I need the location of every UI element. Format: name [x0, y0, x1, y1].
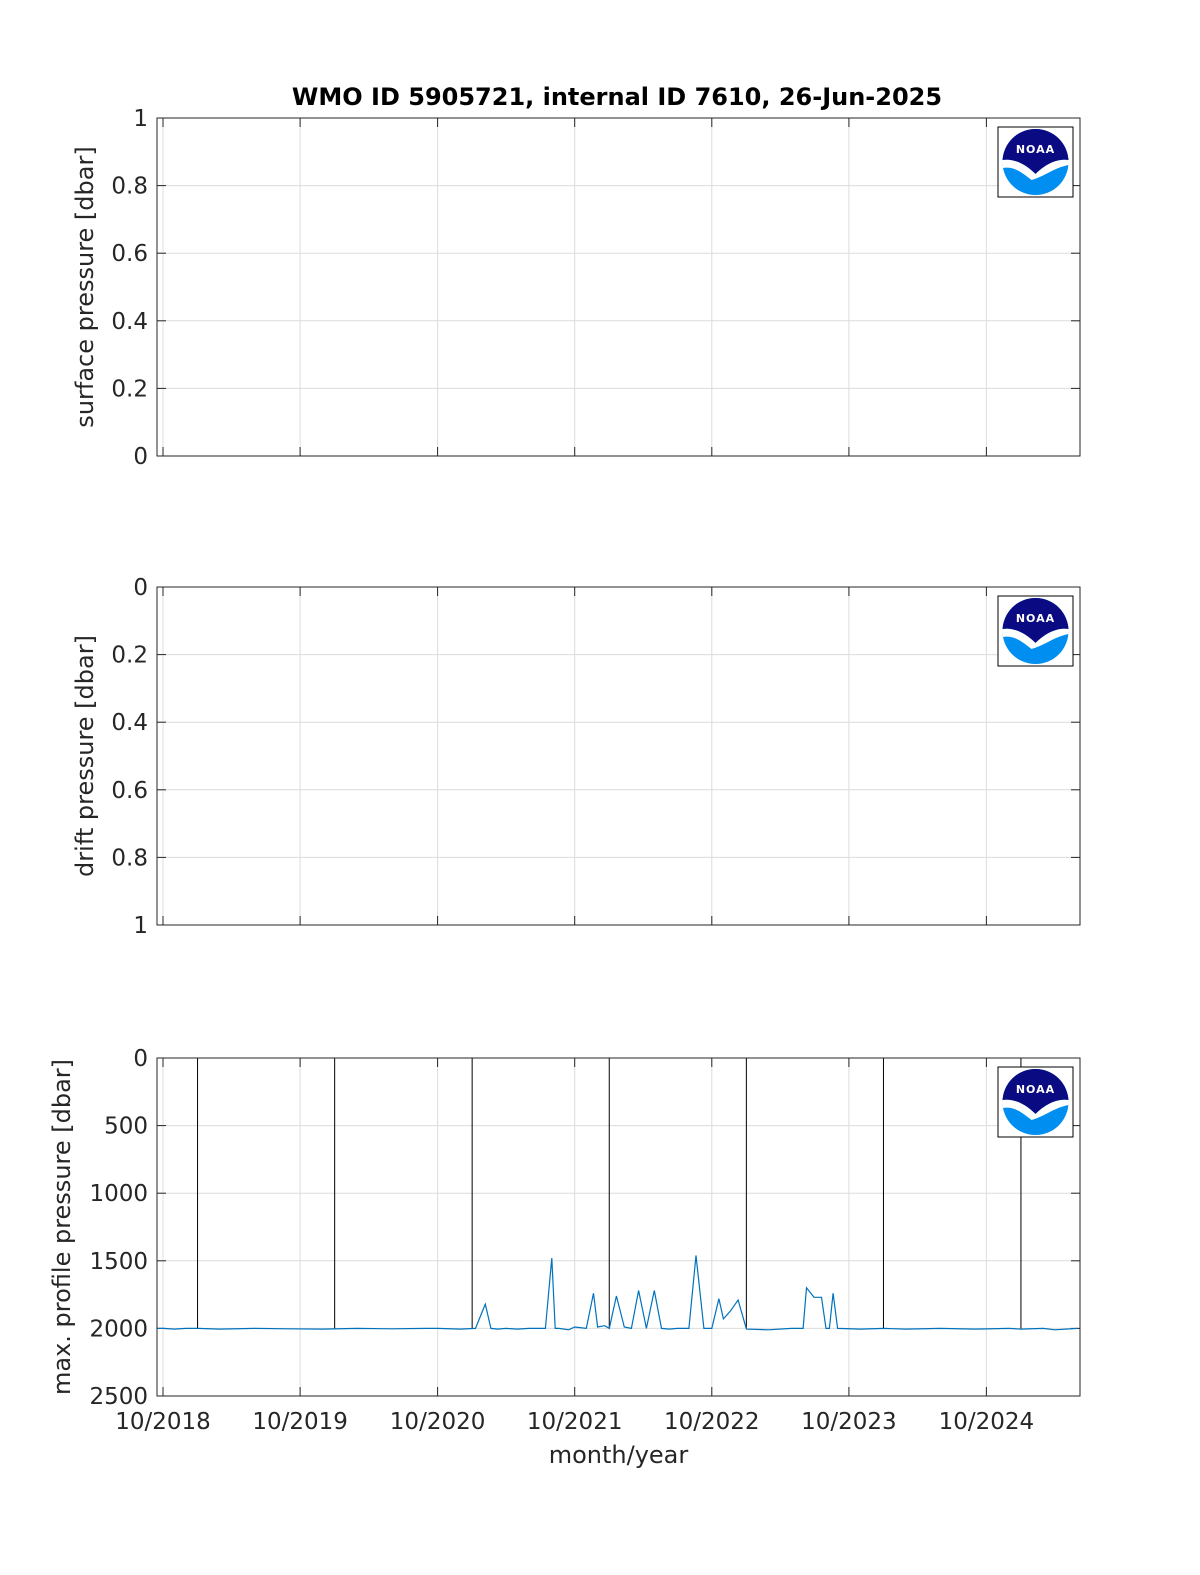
y-tick-label: 1500	[89, 1249, 148, 1275]
y-tick-label: 0.8	[111, 174, 148, 200]
y-tick-label: 0	[133, 575, 148, 601]
y-tick-label: 1	[133, 106, 148, 132]
x-tick-label: 10/2020	[390, 1409, 486, 1435]
y-tick-label: 0.2	[111, 643, 148, 669]
x-axis-label: month/year	[549, 1441, 689, 1469]
y-tick-label: 0.4	[111, 710, 148, 736]
y-tick-label: 1000	[89, 1181, 148, 1207]
figure-title: WMO ID 5905721, internal ID 7610, 26-Jun…	[292, 83, 942, 111]
y-tick-label: 0.8	[111, 845, 148, 871]
noaa-logo-icon: NOAA	[997, 126, 1074, 198]
axes-box	[156, 586, 1081, 926]
y-axis-label: surface pressure [dbar]	[71, 146, 99, 427]
y-tick-label: 0.4	[111, 309, 148, 335]
axes-box	[156, 1057, 1081, 1397]
y-tick-label: 500	[104, 1114, 148, 1140]
panel-2: 0 0.2 0.4 0.6 0.8 1 drift pressure [dbar] NOAA	[71, 575, 1081, 939]
panel-3: 10/2018 10/2019 10/2020 10/2021 10/2022 10/20…	[48, 1046, 1081, 1469]
noaa-logo-icon: NOAA	[997, 1066, 1074, 1138]
plot-area	[157, 118, 1080, 456]
panel-1: 0 0.2 0.4 0.6 0.8 1 surface pressure [dbar] NOA…	[71, 106, 1081, 470]
noaa-logo-text: NOAA	[1016, 143, 1055, 156]
noaa-logo-icon: NOAA	[997, 595, 1074, 667]
x-tick-label: 10/2024	[939, 1409, 1035, 1435]
x-tick-label: 10/2022	[664, 1409, 760, 1435]
y-tick-label: 2500	[89, 1384, 148, 1410]
y-tick-label: 0.2	[111, 376, 148, 402]
y-axis-label: max. profile pressure [dbar]	[48, 1059, 76, 1395]
x-tick-label: 10/2018	[115, 1409, 211, 1435]
y-tick-label: 0	[133, 1046, 148, 1072]
x-tick-label: 10/2021	[527, 1409, 623, 1435]
noaa-logo-text: NOAA	[1016, 612, 1055, 625]
y-tick-label: 2000	[89, 1316, 148, 1342]
axes-box	[156, 117, 1081, 457]
y-tick-label: 0.6	[111, 241, 148, 267]
y-tick-label: 0	[133, 444, 148, 470]
y-tick-label: 1	[133, 913, 148, 939]
y-axis-label: drift pressure [dbar]	[71, 635, 99, 877]
plot-area	[157, 587, 1080, 925]
x-tick-label: 10/2023	[801, 1409, 897, 1435]
noaa-logo-text: NOAA	[1016, 1083, 1055, 1096]
y-tick-label: 0.6	[111, 778, 148, 804]
series-line	[157, 1255, 1078, 1331]
plot-area	[157, 1058, 1080, 1396]
x-tick-label: 10/2019	[252, 1409, 348, 1435]
